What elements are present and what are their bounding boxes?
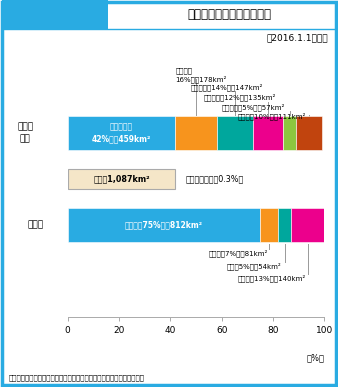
Text: 自衛隊施設（土地）の状況: 自衛隊施設（土地）の状況: [188, 8, 272, 21]
Text: （2016.1.1現在）: （2016.1.1現在）: [266, 33, 328, 42]
Text: （国土面積の約0.3%）: （国土面積の約0.3%）: [186, 175, 244, 184]
Bar: [283, 116, 296, 150]
Text: 営舎　5%　約54km²: 営舎 5% 約54km²: [227, 262, 282, 270]
Text: 北海道地方
42%　約459km²: 北海道地方 42% 約459km²: [92, 123, 151, 144]
Text: 飛行場　7%　約81km²: 飛行場 7% 約81km²: [209, 249, 268, 257]
Bar: [260, 208, 278, 242]
Bar: [68, 208, 260, 242]
Text: 演習場　75%　約812km²: 演習場 75% 約812km²: [125, 221, 203, 230]
Text: 九州地方　12%　約135km²: 九州地方 12% 約135km²: [204, 94, 276, 101]
Bar: [296, 116, 322, 150]
Text: （%）: （%）: [307, 353, 324, 362]
Bar: [68, 116, 175, 150]
Text: 用途別: 用途別: [27, 221, 44, 230]
FancyBboxPatch shape: [68, 169, 175, 189]
Bar: [278, 208, 291, 242]
Bar: [291, 208, 324, 242]
Text: その他　10%　約111km²: その他 10% 約111km²: [237, 112, 306, 120]
Bar: [175, 116, 217, 150]
Text: 関東地方　5%　約57km²: 関東地方 5% 約57km²: [222, 103, 285, 111]
Text: 中部地方
16%　約178km²: 中部地方 16% 約178km²: [175, 67, 227, 83]
Text: その他　13%　約140km²: その他 13% 約140km²: [237, 275, 306, 282]
Bar: [252, 116, 283, 150]
Bar: [217, 116, 252, 150]
Text: 地域別
分布: 地域別 分布: [17, 123, 33, 144]
Text: 図表Ⅲ -4-1-1: 図表Ⅲ -4-1-1: [26, 10, 82, 19]
Text: 計　約1,087km²: 計 約1,087km²: [93, 175, 150, 184]
Text: 東北地方　14%　約147km²: 東北地方 14% 約147km²: [191, 83, 263, 91]
Text: （注）計数は、四捨五入によっているので計と符合しないことがある。: （注）計数は、四捨五入によっているので計と符合しないことがある。: [8, 375, 144, 381]
